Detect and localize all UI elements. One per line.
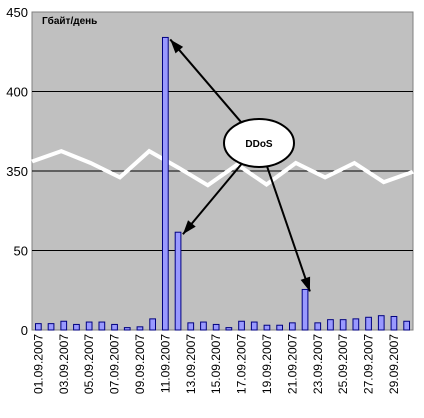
bar [377, 315, 385, 331]
bar [365, 316, 372, 331]
annotation-bubble [223, 118, 295, 168]
bar [276, 324, 284, 331]
bar [212, 323, 220, 331]
bar [73, 323, 80, 331]
bar [250, 321, 258, 331]
y-axis-ticks: 0 50 350 400 450 [6, 5, 28, 338]
bar [339, 319, 347, 331]
x-axis-ticks: 01.09.2007 03.09.2007 05.09.2007 07.09.2007… [31, 334, 401, 394]
grid-layer [32, 91, 413, 251]
x-tick-label: 01.09.2007 [31, 334, 45, 394]
bar [85, 321, 93, 331]
bar [403, 320, 411, 331]
x-tick-label: 03.09.2007 [57, 334, 71, 394]
bar [136, 326, 144, 331]
bar [314, 322, 322, 331]
annotation-label: DDoS [245, 139, 273, 150]
bar [60, 320, 68, 331]
ddos-annotation: DDoS [169, 38, 311, 292]
bar [161, 36, 169, 331]
bar [390, 315, 398, 331]
annotation-arrow [266, 166, 311, 292]
x-tick-label: 13.09.2007 [184, 334, 198, 394]
x-tick-label: 05.09.2007 [82, 334, 96, 394]
x-tick-label: 15.09.2007 [209, 334, 223, 394]
bar [238, 320, 245, 331]
bar [187, 322, 195, 331]
bar [225, 327, 233, 331]
bar [174, 231, 182, 331]
bar [301, 288, 309, 331]
bar [327, 319, 334, 331]
annotation-arrow [169, 38, 243, 123]
x-tick-label: 11.09.2007 [158, 334, 172, 393]
bars-layer [34, 36, 411, 331]
bar [149, 318, 157, 331]
bar [288, 322, 296, 331]
bar [47, 323, 55, 331]
x-tick-label: 27.09.2007 [362, 334, 376, 394]
x-tick-label: 09.09.2007 [133, 334, 147, 394]
y-tick-label: 50 [14, 244, 28, 259]
bar [123, 327, 131, 331]
annotation-arrow [182, 163, 243, 235]
y-tick-label: 450 [6, 5, 28, 20]
bar [263, 324, 271, 331]
y-tick-label: 400 [6, 85, 28, 100]
bar [200, 321, 207, 331]
bar [111, 323, 118, 331]
x-tick-label: 23.09.2007 [311, 334, 325, 394]
x-tick-label: 19.09.2007 [260, 334, 274, 394]
y-tick-label: 0 [21, 323, 28, 338]
y-tick-label: 350 [6, 164, 28, 179]
x-tick-label: 21.09.2007 [285, 334, 299, 394]
x-tick-label: 29.09.2007 [387, 334, 401, 394]
y-unit-label: Гбайт/день [42, 15, 97, 27]
bar [34, 323, 42, 331]
bar [98, 321, 106, 331]
x-tick-label: 17.09.2007 [235, 334, 249, 394]
x-tick-label: 07.09.2007 [108, 334, 122, 394]
axis-break-line [31, 148, 414, 188]
x-tick-label: 25.09.2007 [336, 334, 350, 394]
bar [352, 318, 360, 331]
